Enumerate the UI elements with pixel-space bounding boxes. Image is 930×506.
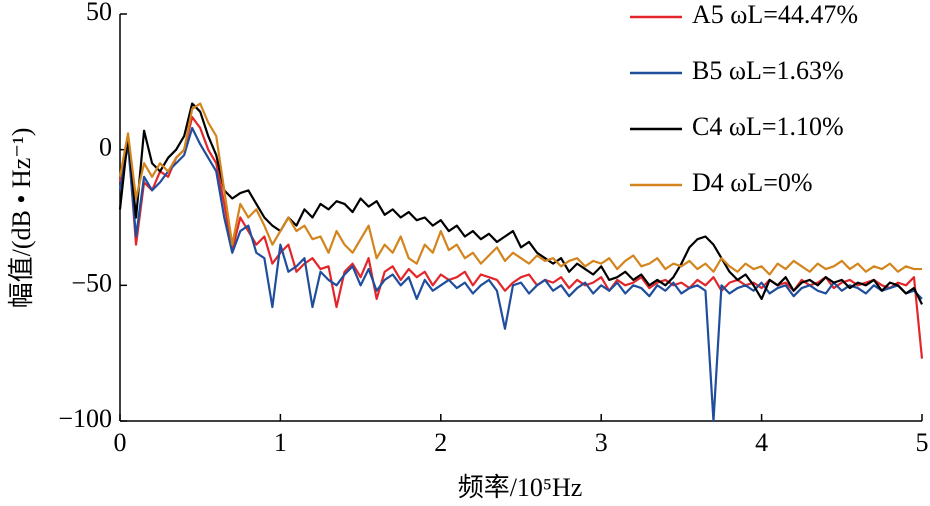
y-tick-label: 50: [86, 0, 112, 26]
y-axis-label: 幅值/(dB • Hz⁻¹): [7, 128, 36, 309]
x-tick-label: 0: [114, 428, 127, 457]
y-tick-label: −50: [71, 268, 112, 297]
y-tick-label: −100: [58, 404, 112, 433]
x-axis-label: 频率/10⁵Hz: [458, 473, 583, 502]
legend-label: C4 ωL=1.10%: [692, 112, 844, 141]
x-tick-label: 1: [274, 428, 287, 457]
legend-label: D4 ωL=0%: [692, 168, 813, 197]
x-tick-label: 2: [434, 428, 447, 457]
series-line: [118, 102, 923, 305]
series-line: [118, 126, 923, 423]
series-line: [118, 116, 924, 359]
x-tick-label: 3: [595, 428, 608, 457]
series-line: [118, 102, 922, 276]
x-tick-label: 5: [916, 428, 929, 457]
legend-label: A5 ωL=44.47%: [692, 0, 858, 29]
x-tick-label: 4: [755, 428, 768, 457]
y-tick-label: 0: [99, 133, 112, 162]
legend-label: B5 ωL=1.63%: [692, 56, 844, 85]
